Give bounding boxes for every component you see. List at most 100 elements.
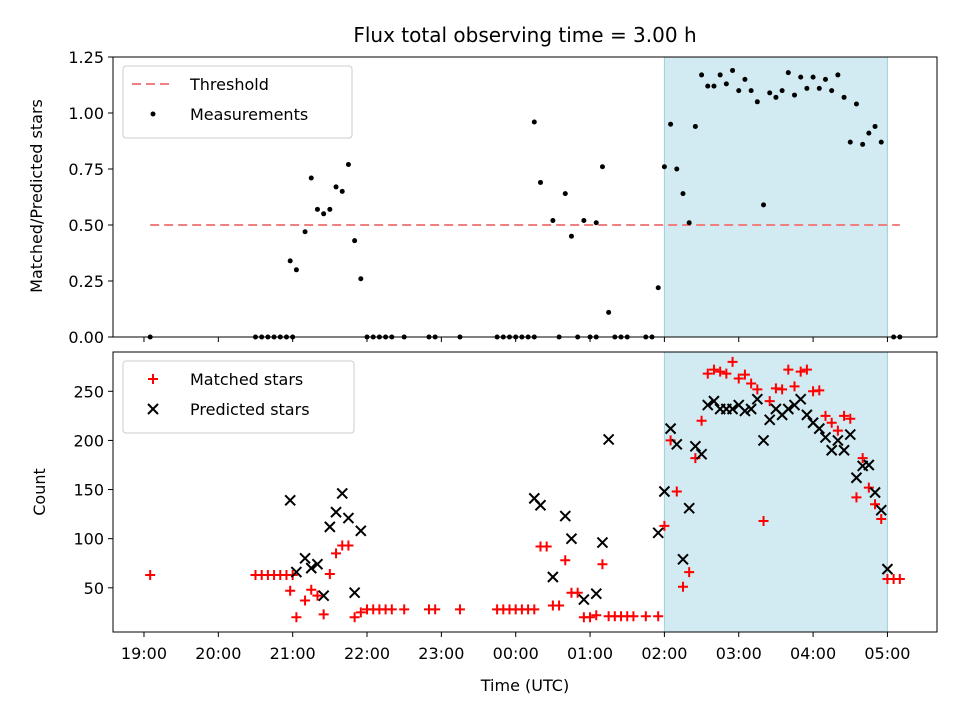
bottom-predicted-stars-point: [757, 434, 770, 447]
bottom-predicted-stars-point: [739, 405, 751, 417]
bottom-predicted-stars-point: [317, 589, 330, 602]
bottom-matched-stars-point: [331, 548, 342, 559]
top-measurements-point: [847, 139, 853, 145]
bottom-matched-stars-point: [739, 369, 750, 380]
top-measurements-point: [816, 85, 822, 91]
bottom-predicted-stars-point: [565, 532, 578, 545]
bottom-predicted-stars-point: [299, 552, 311, 565]
legend-matched-swatch: [148, 374, 158, 384]
bottom-matched-stars-point: [585, 612, 596, 623]
bottom-x-tick-label: 23:00: [418, 644, 464, 663]
bottom-axes-frame: [112, 351, 938, 633]
top-measurements-point: [841, 94, 847, 100]
bottom-predicted-stars-point: [726, 403, 739, 415]
top-measurements-point: [327, 206, 333, 212]
bottom-predicted-stars-point: [664, 422, 677, 435]
top-y-tick-label: 0.00: [68, 328, 104, 347]
top-measurements-point: [829, 88, 835, 94]
bottom-matched-stars-point: [324, 569, 335, 580]
legend-measurements-swatch: [150, 111, 156, 117]
bottom-y-tick-label: 150: [73, 481, 104, 500]
bottom-predicted-stars-point: [708, 395, 720, 407]
top-measurements-point: [345, 162, 351, 168]
bottom-predicted-stars-point: [547, 571, 559, 583]
bottom-matched-stars-point: [801, 364, 812, 375]
top-y-tick-label: 1.00: [68, 104, 104, 123]
top-y-tick-label: 0.75: [68, 160, 104, 179]
bottom-matched-stars-point: [399, 604, 410, 615]
bottom-predicted-stars-point: [683, 502, 695, 514]
bottom-predicted-stars-point: [596, 536, 609, 549]
bottom-predicted-stars-point: [305, 562, 317, 574]
bottom-predicted-stars-point: [832, 434, 844, 447]
bottom-predicted-stars-point: [559, 510, 571, 522]
bottom-matched-stars-point: [349, 612, 360, 623]
bottom-matched-stars-point: [529, 604, 540, 615]
legend-threshold-label: Threshold: [189, 75, 269, 94]
bottom-x-tick-label: 21:00: [270, 644, 316, 663]
top-panel: 0.00 0.25 0.50 0.75 1.00 1.25 Threshold Measure…: [68, 48, 938, 347]
top-measurements-point: [860, 141, 866, 147]
top-shaded-interval: [664, 57, 888, 337]
bottom-matched-stars-point: [572, 587, 583, 598]
bottom-matched-stars-point: [746, 378, 757, 389]
bottom-matched-stars-point: [832, 425, 843, 436]
bottom-x-tick-label: 01:00: [567, 644, 613, 663]
bottom-predicted-stars-point: [602, 433, 615, 446]
top-measurements-point: [599, 164, 605, 170]
top-measurements-point: [878, 139, 884, 145]
top-measurements-point: [705, 83, 711, 89]
top-measurements-point: [593, 220, 599, 226]
top-measurements-point: [686, 220, 692, 226]
bottom-predicted-stars-point: [844, 428, 856, 441]
bottom-predicted-stars-point: [348, 586, 361, 599]
bottom-matched-stars-point: [702, 368, 713, 379]
top-measurements-point: [568, 233, 574, 239]
top-measurements-point: [293, 267, 299, 273]
bottom-predicted-stars-point: [534, 499, 547, 511]
bottom-predicted-stars-point: [801, 409, 813, 421]
bottom-matched-stars-point: [708, 364, 719, 375]
bottom-predicted-stars-point: [324, 521, 336, 533]
bottom-predicted-stars-point: [578, 593, 590, 606]
top-measurements-point: [692, 123, 698, 129]
bottom-matched-stars-point: [659, 520, 670, 531]
bottom-predicted-stars-point: [751, 393, 764, 405]
bottom-matched-stars-point: [733, 373, 744, 384]
bottom-matched-stars-point: [285, 585, 296, 596]
bottom-predicted-stars-point: [863, 459, 875, 471]
bottom-matched-stars-point: [752, 384, 763, 395]
top-measurements-point: [308, 175, 314, 181]
top-measurements-point: [674, 166, 680, 172]
top-measurements-point: [773, 94, 779, 100]
bottom-predicted-stars-point: [782, 403, 795, 415]
top-measurements-point: [785, 70, 791, 76]
legend-predicted-stars-label: Predicted stars: [190, 400, 310, 419]
top-measurements-point: [717, 72, 723, 78]
legend-matched-stars-label: Matched stars: [190, 370, 303, 389]
bottom-matched-stars-point: [145, 570, 156, 581]
bottom-predicted-stars-point: [881, 563, 894, 575]
top-measurements-point: [606, 309, 612, 315]
bottom-matched-stars-point: [318, 609, 329, 620]
top-measurements-point: [287, 258, 293, 264]
bottom-x-tick-label: 20:00: [195, 644, 241, 663]
bottom-y-tick-label: 200: [73, 431, 104, 450]
top-measurements-point: [358, 276, 364, 282]
top-legend-box: [122, 65, 353, 139]
bottom-matched-stars-point: [541, 541, 552, 552]
bottom-predicted-stars-point: [695, 448, 708, 460]
top-axes-frame: [112, 56, 938, 338]
bottom-matched-stars-point: [640, 611, 651, 622]
bottom-x-tick-label: 03:00: [716, 644, 762, 663]
bottom-predicted-stars-point: [850, 472, 863, 484]
bottom-matched-stars-point: [291, 612, 302, 623]
bottom-matched-stars-point: [653, 611, 664, 622]
bottom-predicted-stars-point: [658, 485, 671, 498]
bottom-matched-stars-point: [597, 559, 608, 570]
bottom-matched-stars-point: [894, 573, 905, 584]
bottom-matched-stars-point: [677, 581, 688, 592]
bottom-matched-stars-point: [764, 396, 775, 407]
bottom-predicted-stars-point: [764, 414, 776, 426]
bottom-matched-stars-point: [795, 366, 806, 377]
